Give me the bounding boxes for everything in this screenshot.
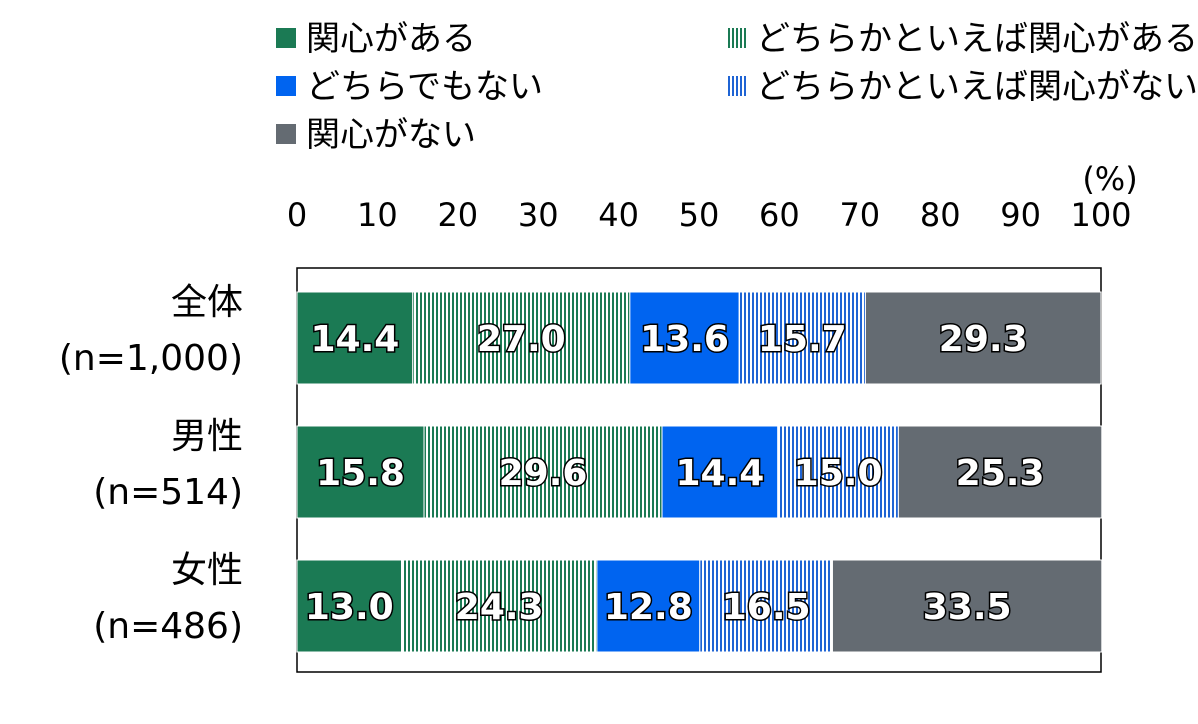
category-label: 全体 bbox=[171, 282, 243, 323]
category-label: 女性 bbox=[171, 550, 243, 591]
bar-segment bbox=[897, 425, 1103, 519]
x-tick-label: 30 bbox=[518, 196, 559, 234]
category-sample-size: (n=1,000) bbox=[59, 338, 243, 379]
bar-segment bbox=[596, 559, 701, 653]
category-labels: 全体 (n=1,000) 男性 (n=514) 女性 (n=486) bbox=[59, 282, 243, 647]
value-label: 33.5 bbox=[923, 587, 1012, 628]
x-tick-label: 80 bbox=[920, 196, 961, 234]
bars: 14.4 27.0 13.6 15.7 29.3 15.8 29.6 14.4 15.0 25.3… bbox=[296, 291, 1103, 653]
legend-swatch bbox=[276, 124, 296, 144]
x-tick-label: 70 bbox=[839, 196, 880, 234]
bar-segment bbox=[296, 291, 414, 385]
bar-segment bbox=[296, 425, 425, 519]
value-label: 14.4 bbox=[310, 319, 399, 360]
x-axis: 0 10 20 30 40 50 60 70 80 90 100(%) bbox=[287, 160, 1138, 234]
category-label: 男性 bbox=[171, 416, 243, 457]
value-label: 15.0 bbox=[794, 453, 883, 494]
legend-label: どちらかといえば関心がない bbox=[756, 67, 1198, 107]
legend-label: 関心がない bbox=[306, 115, 476, 155]
value-label: 29.6 bbox=[499, 453, 588, 494]
value-label: 13.6 bbox=[640, 319, 729, 360]
x-tick-label: 40 bbox=[598, 196, 639, 234]
x-tick-label: 20 bbox=[437, 196, 478, 234]
legend-label: 関心がある bbox=[306, 19, 476, 59]
x-tick-label: 60 bbox=[759, 196, 800, 234]
category-sample-size: (n=514) bbox=[93, 472, 243, 513]
value-label: 27.0 bbox=[477, 319, 566, 360]
bar-segment bbox=[401, 559, 598, 653]
value-label: 13.0 bbox=[305, 587, 394, 628]
bar-segment bbox=[777, 425, 899, 519]
unit-label: (%) bbox=[1082, 160, 1137, 198]
x-tick-label: 10 bbox=[357, 196, 398, 234]
legend-swatch bbox=[726, 28, 746, 48]
value-label: 15.8 bbox=[316, 453, 405, 494]
value-label: 16.5 bbox=[722, 587, 811, 628]
legend-swatch bbox=[726, 76, 746, 96]
value-label: 29.3 bbox=[939, 319, 1028, 360]
bar-segment bbox=[864, 291, 1102, 385]
bar-segment bbox=[699, 559, 833, 653]
bar-segment bbox=[423, 425, 663, 519]
bar-segment bbox=[738, 291, 866, 385]
value-label: 15.7 bbox=[758, 319, 847, 360]
value-label: 12.8 bbox=[604, 587, 693, 628]
legend-swatch bbox=[276, 76, 296, 96]
x-tick-label: 100 bbox=[1070, 196, 1131, 234]
x-tick-label: 0 bbox=[287, 196, 307, 234]
x-tick-label: 50 bbox=[679, 196, 720, 234]
category-sample-size: (n=486) bbox=[93, 606, 243, 647]
bar-segment bbox=[296, 559, 403, 653]
bar-segment bbox=[412, 291, 631, 385]
value-label: 24.3 bbox=[455, 587, 544, 628]
legend-swatch bbox=[276, 28, 296, 48]
legend-label: どちらかといえば関心がある bbox=[756, 19, 1198, 59]
value-label: 25.3 bbox=[956, 453, 1045, 494]
legend-label: どちらでもない bbox=[306, 67, 543, 107]
bar-segment bbox=[661, 425, 779, 519]
x-tick-label: 90 bbox=[1000, 196, 1041, 234]
bar-segment bbox=[831, 559, 1103, 653]
value-label: 14.4 bbox=[675, 453, 764, 494]
